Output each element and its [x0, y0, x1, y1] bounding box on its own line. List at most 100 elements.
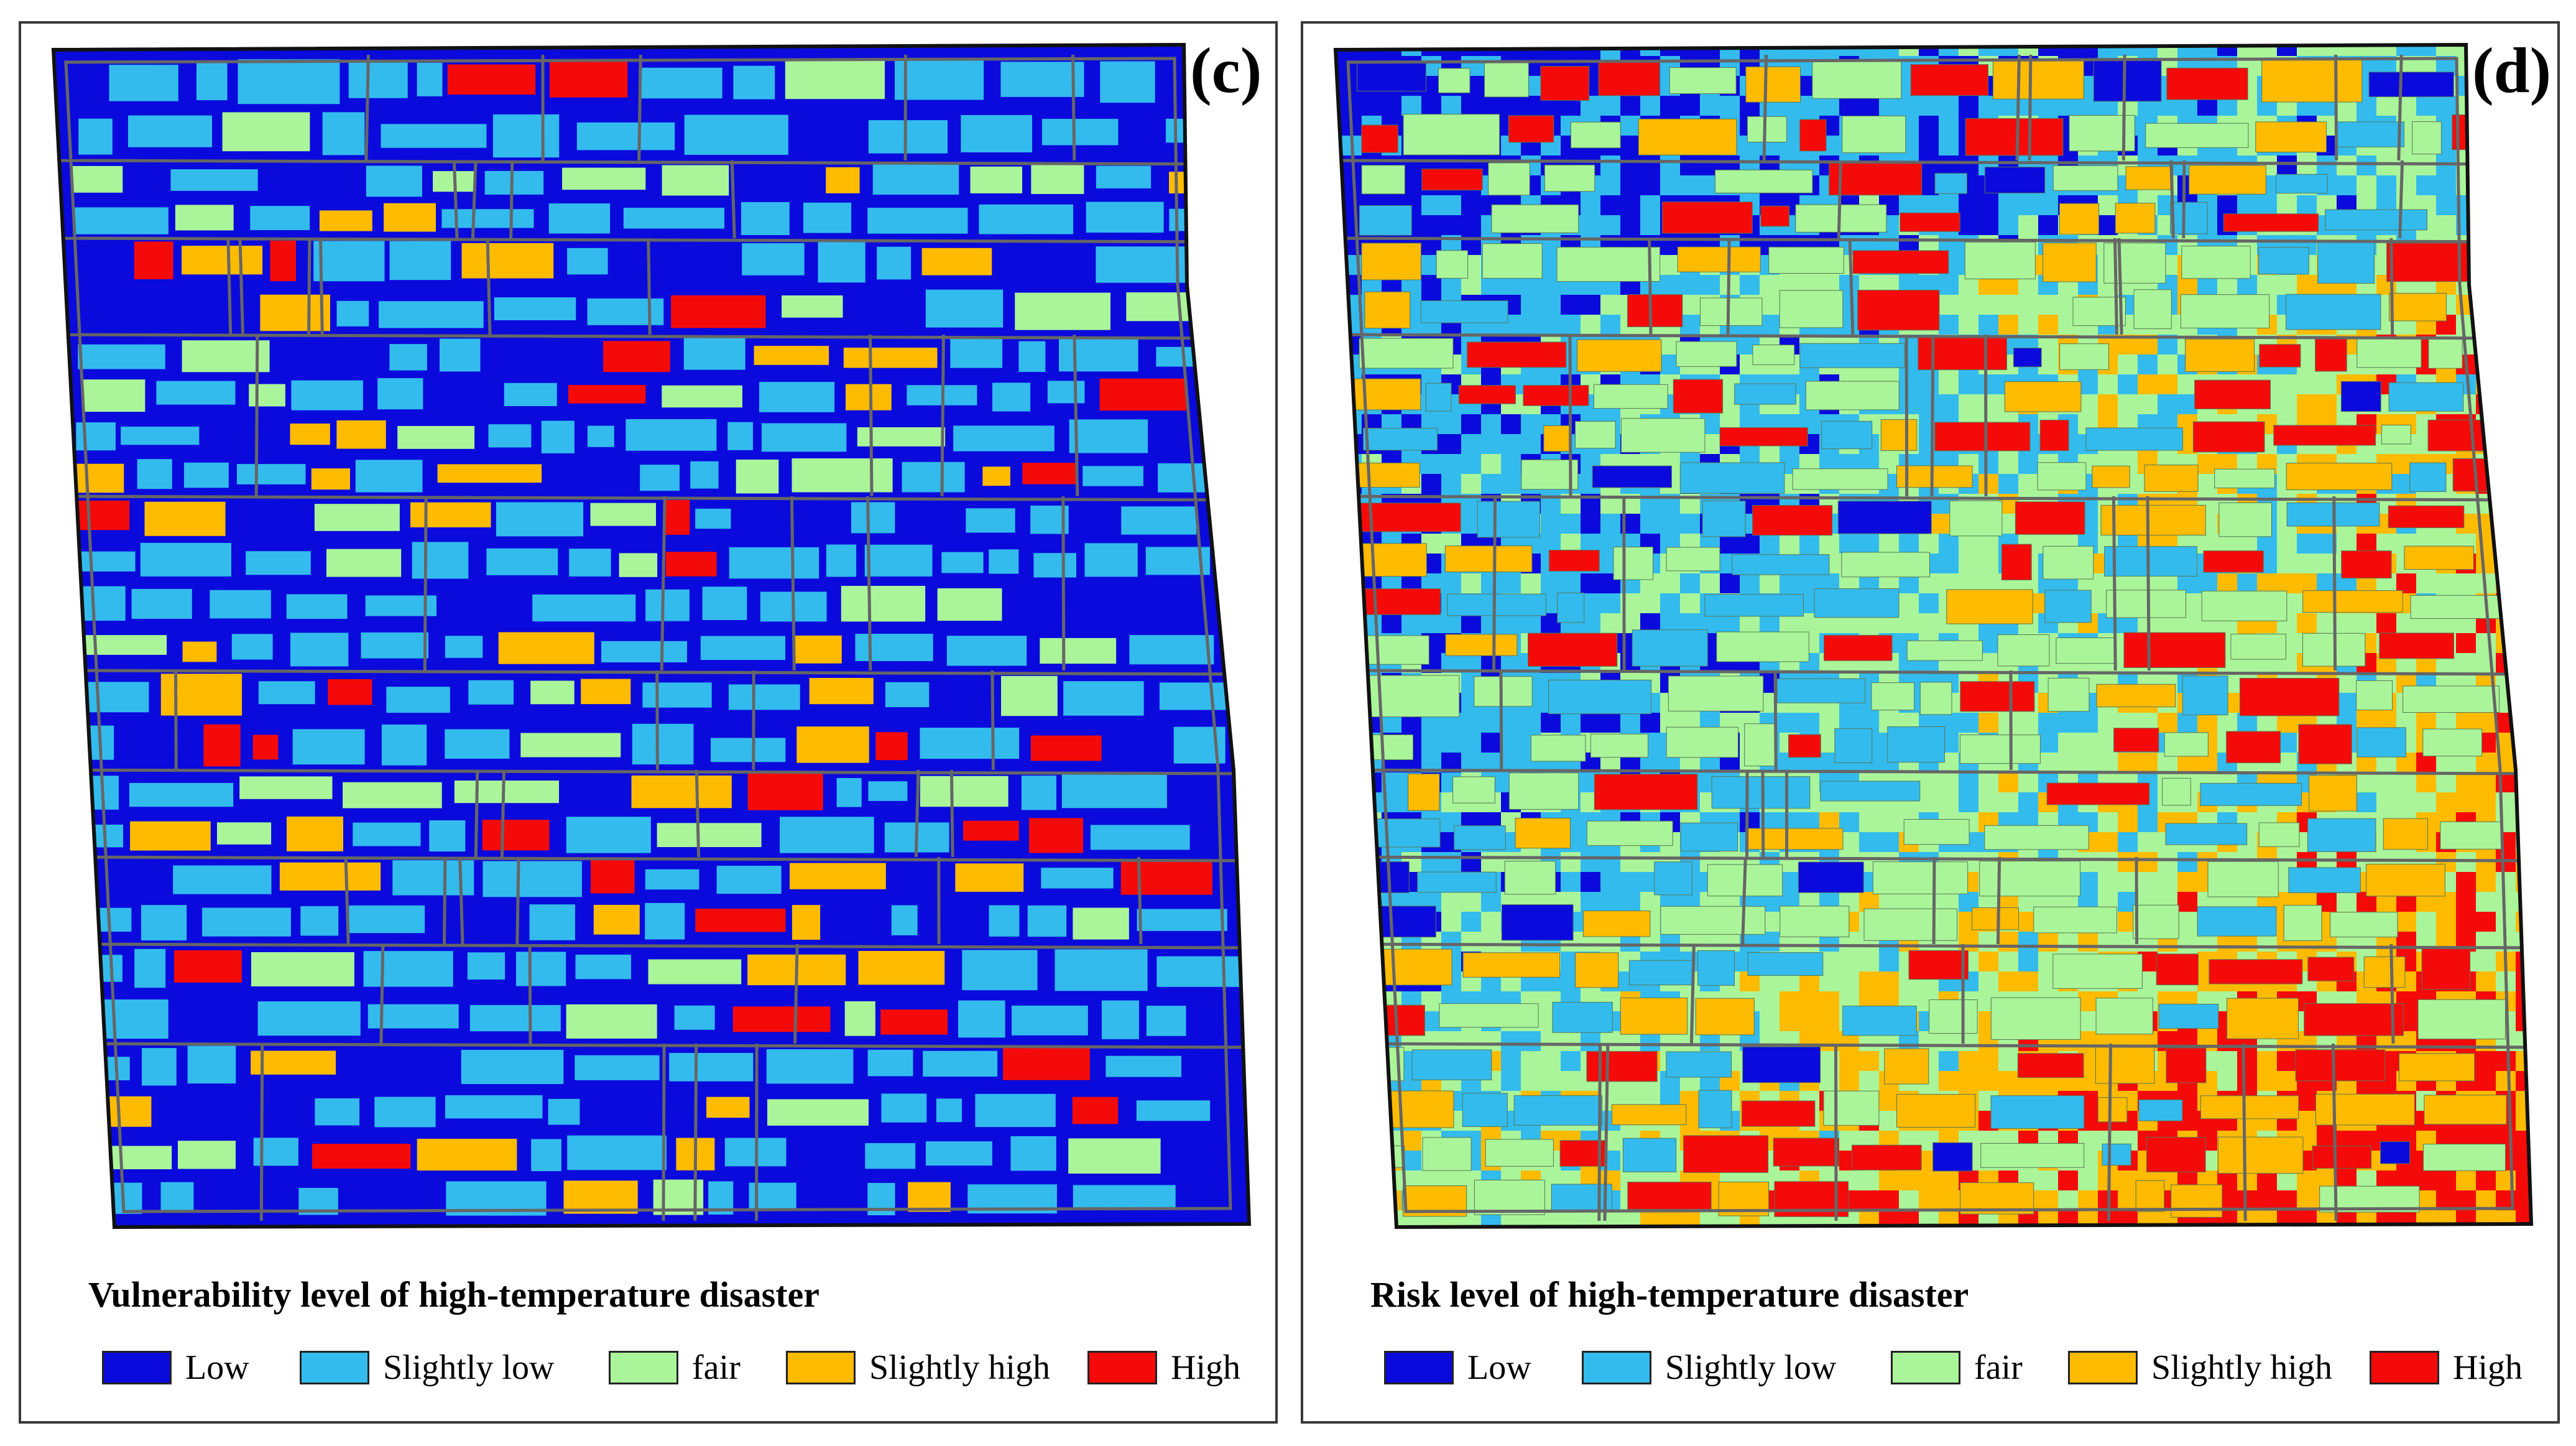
risk-cell: [1959, 315, 1979, 335]
building: [1594, 774, 1698, 810]
risk-cell: [2436, 772, 2457, 793]
risk-cell: [1978, 952, 1999, 972]
risk-cell: [1336, 454, 1342, 475]
building: [2307, 818, 2376, 852]
building: [379, 301, 484, 328]
risk-cell: [1461, 1230, 1482, 1251]
building: [249, 384, 285, 407]
building: [2276, 174, 2328, 194]
building: [482, 820, 550, 851]
building: [260, 294, 330, 331]
building: [1990, 997, 2081, 1040]
risk-cell: [1879, 1190, 1900, 1211]
risk-cell: [1720, 1230, 1740, 1251]
risk-cell: [1939, 295, 1959, 315]
building: [1018, 341, 1046, 372]
road: [2389, 238, 2394, 335]
risk-cell: [1501, 613, 1521, 634]
risk-cell: [1336, 653, 1342, 674]
risk-cell: [1640, 175, 1661, 196]
legend-swatch: [102, 1351, 172, 1384]
risk-cell: [1336, 195, 1342, 216]
building: [1033, 553, 1076, 578]
risk-cell: [2297, 554, 2317, 574]
building: [1679, 462, 1785, 494]
road: [869, 334, 874, 497]
risk-cell: [1561, 852, 1581, 873]
building: [468, 680, 514, 705]
building: [1101, 1000, 1139, 1039]
risk-cell: [2536, 991, 2556, 1012]
risk-cell: [2297, 45, 2317, 57]
building: [429, 820, 466, 852]
risk-cell: [1620, 175, 1641, 196]
building: [868, 781, 908, 801]
building: [683, 338, 746, 370]
building: [1680, 822, 1738, 851]
risk-cell: [1342, 1011, 1362, 1032]
legend: Low Slightly low fair Slightly high High: [102, 1346, 1271, 1389]
risk-cell: [1521, 315, 1541, 335]
risk-cell: [2018, 315, 2039, 335]
building: [1156, 346, 1199, 367]
building: [437, 464, 542, 483]
building: [1022, 463, 1077, 484]
risk-cell: [1461, 1031, 1482, 1052]
risk-cell: [2536, 494, 2556, 514]
risk-cell: [1336, 175, 1342, 196]
building: [257, 1001, 361, 1036]
risk-cell: [1640, 1230, 1661, 1251]
building: [498, 632, 594, 664]
risk-cell: [1342, 554, 1362, 574]
risk-cell: [2536, 295, 2556, 315]
risk-cell: [2138, 753, 2158, 773]
risk-cell: [1620, 1230, 1641, 1251]
building: [1073, 907, 1129, 940]
building: [1548, 550, 1600, 572]
risk-cell: [1680, 155, 1701, 176]
risk-cell: [1600, 96, 1621, 116]
risk-cell: [1342, 733, 1362, 753]
risk-cell: [1481, 414, 1502, 435]
risk-cell: [1441, 195, 1462, 216]
building: [782, 295, 843, 318]
risk-cell: [1998, 932, 2019, 952]
risk-cell: [1541, 1031, 1561, 1052]
risk-cell: [2496, 116, 2516, 136]
road: [259, 1043, 264, 1221]
risk-cell: [2536, 832, 2556, 853]
road: [2332, 496, 2337, 671]
risk-cell: [2536, 215, 2556, 236]
risk-cell: [1879, 96, 1900, 116]
risk-cell: [2277, 1210, 2297, 1227]
building: [326, 549, 402, 577]
risk-cell: [2376, 155, 2397, 176]
risk-cell: [1879, 812, 1900, 833]
building: [1719, 427, 1808, 447]
risk-cell: [1879, 952, 1900, 972]
risk-cell: [2476, 116, 2496, 136]
building: [2138, 1099, 2183, 1121]
road: [174, 670, 178, 771]
risk-cell: [2098, 812, 2118, 833]
risk-cell: [2536, 1011, 2556, 1032]
risk-cell: [1720, 932, 1740, 952]
building: [2273, 425, 2376, 446]
risk-cell: [1382, 1190, 1402, 1211]
risk-cell: [2516, 414, 2531, 435]
risk-cell: [1839, 1230, 1860, 1251]
legend-swatch: [1384, 1351, 1454, 1384]
building: [311, 468, 350, 490]
risk-cell: [2536, 1051, 2556, 1072]
risk-cell: [1581, 713, 1601, 733]
risk-cell: [1600, 613, 1621, 634]
risk-cell: [2038, 215, 2059, 236]
building: [410, 502, 491, 527]
building: [567, 1135, 667, 1170]
building: [662, 385, 742, 408]
building: [73, 725, 114, 760]
risk-cell: [2297, 534, 2317, 554]
risk-cell: [1336, 514, 1342, 534]
risk-cell: [1481, 573, 1502, 594]
risk-cell: [2138, 872, 2158, 892]
